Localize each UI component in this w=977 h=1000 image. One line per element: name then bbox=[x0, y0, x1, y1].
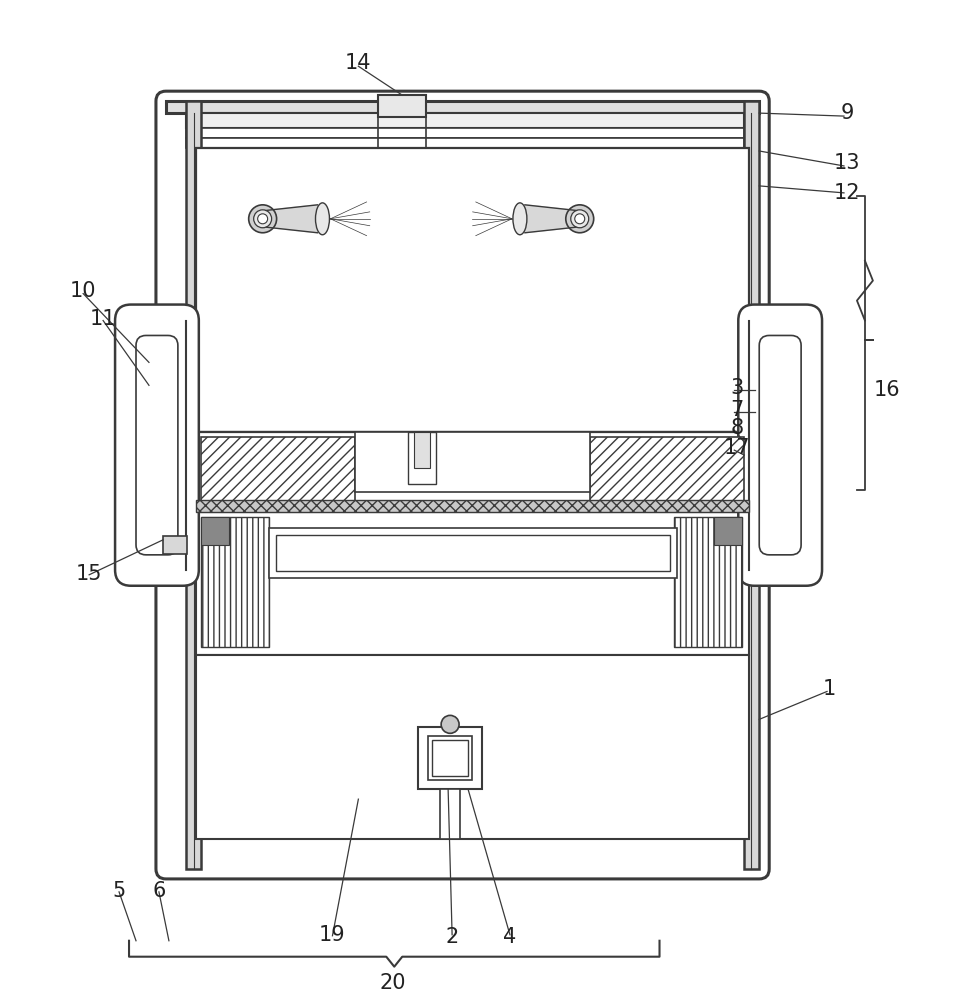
Text: 8: 8 bbox=[730, 418, 743, 438]
Polygon shape bbox=[525, 205, 579, 233]
Circle shape bbox=[566, 205, 593, 233]
Bar bbox=[163, 536, 187, 554]
Bar bbox=[428, 736, 472, 780]
Bar bbox=[195, 512, 748, 655]
Text: 6: 6 bbox=[152, 881, 165, 901]
Text: 14: 14 bbox=[345, 53, 371, 73]
Circle shape bbox=[257, 214, 268, 224]
Bar bbox=[195, 432, 748, 514]
Bar bbox=[414, 432, 430, 468]
Text: 4: 4 bbox=[503, 927, 516, 947]
Bar bbox=[440, 789, 459, 839]
Text: 5: 5 bbox=[112, 881, 126, 901]
Ellipse shape bbox=[512, 203, 527, 235]
Bar bbox=[195, 500, 748, 512]
Bar bbox=[186, 128, 743, 138]
Circle shape bbox=[574, 214, 584, 224]
Circle shape bbox=[248, 205, 276, 233]
Circle shape bbox=[571, 210, 588, 228]
Text: 12: 12 bbox=[832, 183, 860, 203]
Text: 19: 19 bbox=[319, 925, 346, 945]
Bar bbox=[743, 101, 758, 869]
Bar bbox=[200, 517, 229, 545]
Text: 1: 1 bbox=[822, 679, 834, 699]
Text: 15: 15 bbox=[76, 564, 103, 584]
Polygon shape bbox=[263, 205, 318, 233]
Bar bbox=[195, 655, 748, 839]
Text: 7: 7 bbox=[730, 400, 743, 420]
Text: 2: 2 bbox=[446, 927, 458, 947]
Bar bbox=[166, 101, 758, 113]
Bar bbox=[378, 95, 426, 117]
Bar bbox=[674, 517, 742, 647]
Circle shape bbox=[441, 715, 458, 733]
Text: 16: 16 bbox=[872, 380, 899, 400]
Text: 13: 13 bbox=[832, 153, 860, 173]
Bar bbox=[186, 113, 743, 128]
Bar bbox=[355, 432, 589, 492]
Bar bbox=[186, 101, 200, 869]
Bar bbox=[195, 148, 748, 432]
FancyBboxPatch shape bbox=[115, 305, 198, 586]
Bar bbox=[269, 528, 677, 578]
Bar bbox=[432, 740, 468, 776]
Text: 20: 20 bbox=[379, 973, 405, 993]
Bar bbox=[200, 437, 355, 505]
Text: 10: 10 bbox=[69, 281, 97, 301]
Text: 11: 11 bbox=[90, 309, 116, 329]
Bar bbox=[276, 535, 670, 571]
Bar bbox=[418, 727, 482, 789]
Circle shape bbox=[253, 210, 272, 228]
Bar bbox=[407, 432, 436, 484]
Bar bbox=[200, 517, 269, 647]
FancyBboxPatch shape bbox=[738, 305, 822, 586]
Ellipse shape bbox=[316, 203, 329, 235]
Text: 17: 17 bbox=[723, 438, 749, 458]
FancyBboxPatch shape bbox=[155, 91, 769, 879]
Bar bbox=[713, 517, 742, 545]
Bar bbox=[186, 138, 743, 148]
Bar bbox=[589, 437, 743, 505]
Text: 3: 3 bbox=[730, 378, 743, 398]
Text: 9: 9 bbox=[839, 103, 853, 123]
